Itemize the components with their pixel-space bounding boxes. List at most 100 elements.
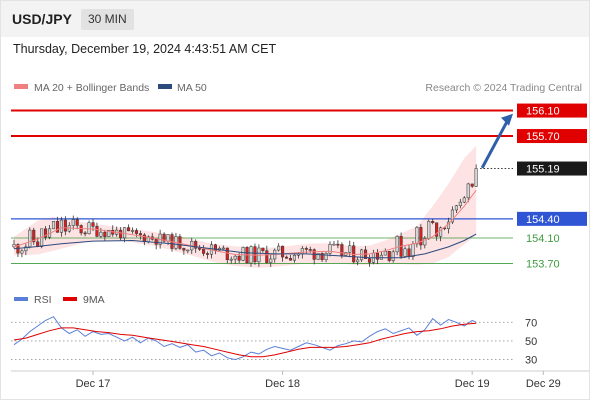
level-label-155.19: 155.19 <box>526 164 560 176</box>
candle-body <box>277 245 281 251</box>
candle-body <box>419 227 423 246</box>
level-label-155.70: 155.70 <box>526 131 560 143</box>
candle-body <box>304 248 308 250</box>
candle-body <box>233 255 237 260</box>
rsi-tick-70: 70 <box>525 317 537 329</box>
candle-body <box>59 219 63 233</box>
rsi-tick-50: 50 <box>525 336 537 348</box>
level-label-154.10: 154.10 <box>526 233 560 245</box>
level-label-154.40: 154.40 <box>526 214 560 226</box>
candle-body <box>127 227 131 232</box>
bollinger-band-area <box>14 145 477 268</box>
ma50-line <box>13 233 477 259</box>
x-tick-label-1: Dec 18 <box>265 378 300 390</box>
ma50-legend-swatch <box>158 84 172 89</box>
candle-body <box>332 243 336 246</box>
projection-arrow-shaft <box>480 119 510 169</box>
level-label-153.70: 153.70 <box>526 258 560 270</box>
candle-body <box>367 258 372 263</box>
rsi-tick-30: 30 <box>525 355 537 367</box>
candle-body <box>466 183 470 199</box>
candle-body <box>198 248 202 250</box>
candle-body <box>229 258 233 261</box>
candle-body <box>75 219 79 226</box>
candle-body <box>360 249 364 261</box>
research-credit: Research © 2024 Trading Central <box>425 82 582 94</box>
candle-body <box>83 232 87 235</box>
rsi-line <box>13 316 477 361</box>
candle-body <box>20 250 24 254</box>
candle-body <box>288 258 293 261</box>
candle-body <box>340 244 344 256</box>
candle-body <box>162 233 166 242</box>
level-label-box-156.10 <box>517 103 587 118</box>
candle-body <box>324 253 328 260</box>
candle-body <box>261 247 265 251</box>
candle-body <box>134 230 138 234</box>
candle-body <box>91 222 95 227</box>
symbol-label: USD/JPY <box>12 11 72 27</box>
candle-body <box>119 229 123 239</box>
candle-body <box>474 168 478 187</box>
candle-body <box>336 243 340 246</box>
candle-body <box>55 221 60 233</box>
level-label-box-155.19 <box>517 161 587 176</box>
candle-body <box>269 258 273 263</box>
candle-body <box>44 228 48 238</box>
candle-body <box>87 222 91 234</box>
level-label-box-154.40 <box>517 211 587 226</box>
candle-body <box>387 250 391 261</box>
projection-arrow-head <box>501 113 513 126</box>
candle-body <box>194 241 198 249</box>
ma20-legend-swatch <box>14 84 28 89</box>
candle-body <box>411 243 415 257</box>
x-tick-label-0: Dec 17 <box>76 378 111 390</box>
candle-body <box>178 236 182 249</box>
rsi-ma-line <box>13 322 477 358</box>
candle-body <box>300 248 304 255</box>
candle-body <box>375 252 379 260</box>
x-tick-label-2: Dec 19 <box>455 378 490 390</box>
candle-body <box>51 221 56 230</box>
timestamp: Thursday, December 19, 2024 4:43:51 AM C… <box>13 42 277 56</box>
rsi-legend-label: RSI <box>34 294 52 306</box>
candle-body <box>130 230 135 232</box>
rsi-ma-legend-label: 9MA <box>83 294 105 306</box>
candle-body <box>32 229 36 243</box>
candle-body <box>166 234 170 242</box>
candle-body <box>241 247 245 261</box>
candle-body <box>352 245 356 263</box>
candle-body <box>202 249 206 254</box>
candle-body <box>450 209 454 223</box>
ma50-legend-label: MA 50 <box>177 82 207 94</box>
candle-body <box>285 256 289 259</box>
candle-body <box>454 205 458 211</box>
candle-body <box>99 231 103 237</box>
ma20-legend-label: MA 20 + Bollinger Bands <box>34 82 149 94</box>
ma20-line <box>13 189 477 256</box>
candle-body <box>383 250 387 256</box>
x-axis: Dec 17 Dec 18 Dec 19 Dec 29 <box>76 371 561 390</box>
candle-body <box>458 201 462 206</box>
candle-body <box>423 238 427 246</box>
candle-body <box>186 249 190 252</box>
candle-body <box>391 251 395 261</box>
candle-body <box>24 246 28 252</box>
candle-body <box>292 255 296 261</box>
candle-body <box>462 197 466 203</box>
candle-body <box>415 227 419 245</box>
candle-body <box>28 229 32 248</box>
candle-body <box>320 253 324 260</box>
candle-body <box>138 233 142 236</box>
candle-body <box>328 244 332 254</box>
x-tick-label-3: Dec 29 <box>526 378 561 390</box>
candle-body <box>439 227 443 237</box>
candle-body <box>281 245 285 258</box>
interval-button[interactable]: 30 MIN <box>81 9 134 30</box>
candle-body <box>95 226 99 237</box>
candle-body <box>316 253 320 260</box>
candle-body <box>253 246 257 263</box>
candle-body <box>206 253 210 255</box>
